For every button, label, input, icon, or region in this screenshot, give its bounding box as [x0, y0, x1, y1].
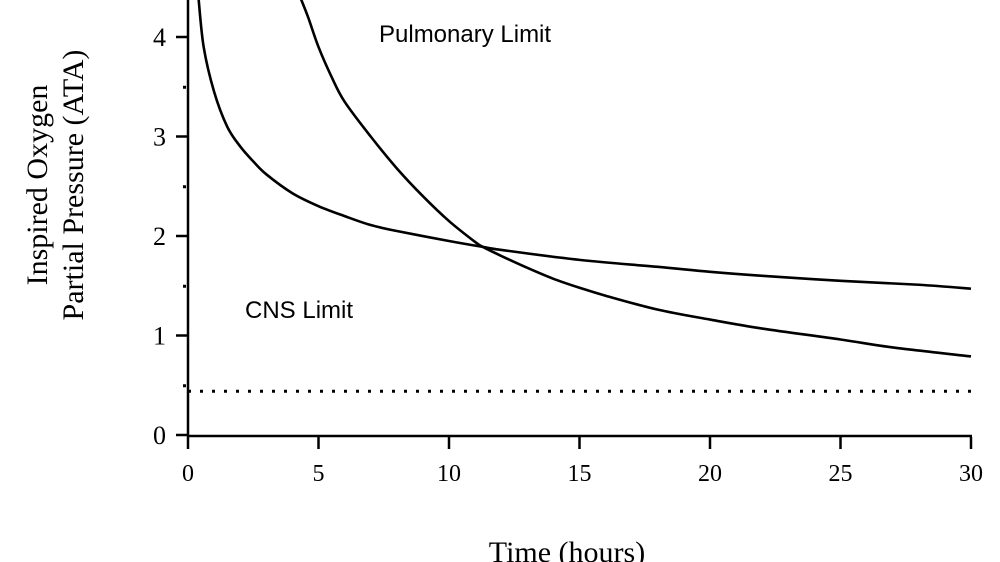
- x-tick-label: 10: [437, 461, 461, 487]
- x-axis-label: Time (hours): [489, 536, 645, 562]
- x-tick-label: 0: [182, 461, 194, 487]
- y-tick-label: 4: [153, 23, 166, 52]
- y-minor-tick: [183, 384, 186, 388]
- y-tick-label: 0: [153, 421, 166, 450]
- x-tick-label: 30: [959, 461, 983, 487]
- y-axis-label-line2: Partial Pressure (ATA): [57, 50, 90, 321]
- annotation-cns-limit: CNS Limit: [245, 297, 353, 324]
- y-ticks: 0 1 2 3 4: [153, 23, 188, 450]
- x-tick-label: 25: [829, 461, 853, 487]
- series-lines: [188, 0, 972, 393]
- y-minor-tick: [183, 185, 186, 189]
- annotation-pulmonary-limit: Pulmonary Limit: [379, 21, 551, 48]
- x-tick-label: 20: [698, 461, 722, 487]
- y-tick-label: 3: [153, 123, 166, 152]
- x-tick-label: 15: [568, 461, 592, 487]
- y-tick-label: 2: [153, 222, 166, 251]
- x-tick-label: 5: [313, 461, 325, 487]
- y-tick-label: 1: [153, 322, 166, 351]
- y-axis-label-line1: Inspired Oxygen: [21, 85, 54, 286]
- x-ticks: 0 5 10 15 20 25 30: [182, 437, 983, 487]
- series-cns-limit: [197, 0, 972, 291]
- y-minor-tick: [183, 284, 186, 288]
- y-minor-tick: [183, 85, 186, 89]
- series-pulmonary-limit: [299, 0, 972, 358]
